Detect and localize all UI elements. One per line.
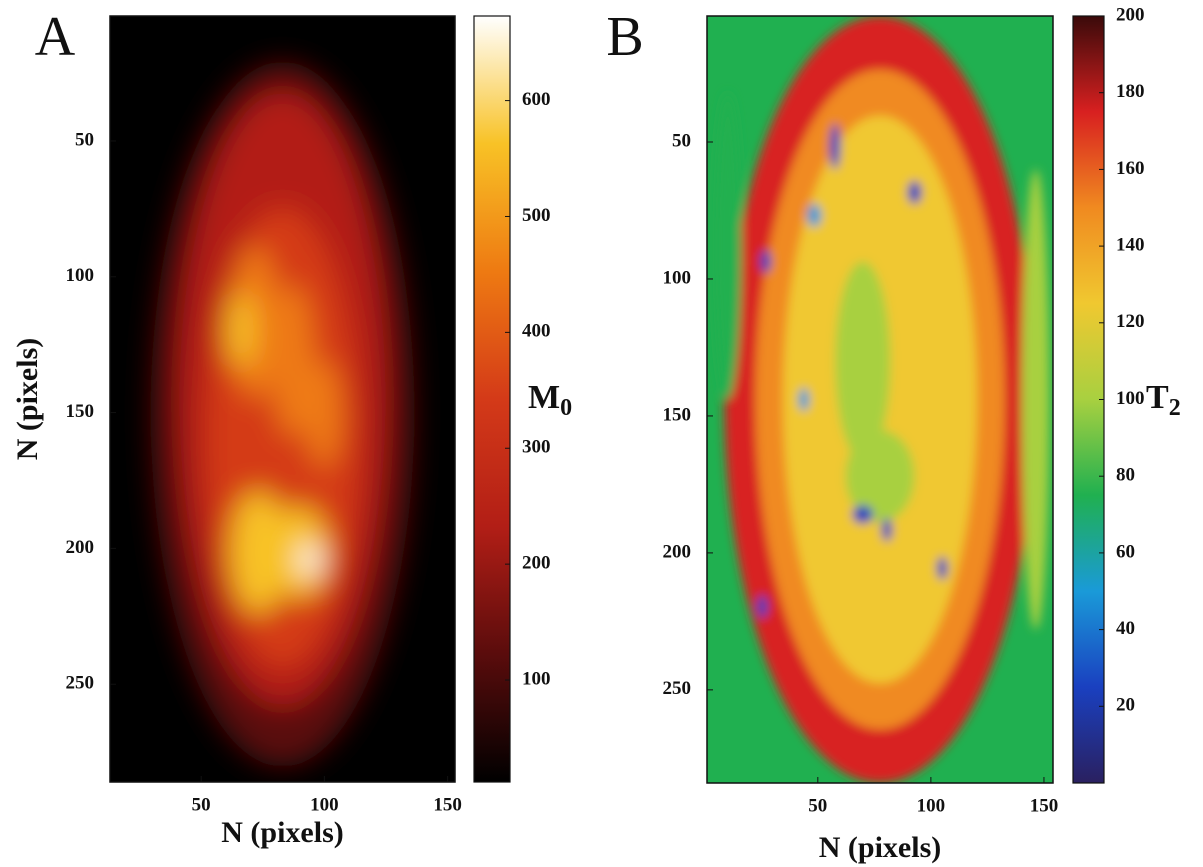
heatmap-region <box>272 506 328 599</box>
colorbar-label: M0 <box>528 379 572 421</box>
heatmap-region <box>907 180 922 204</box>
colorbar-tick-label: 100 <box>1116 388 1145 409</box>
colorbar-tick-label: 500 <box>522 205 551 226</box>
heatmap-region <box>845 430 915 523</box>
y-tick-label: 200 <box>66 537 95 558</box>
colorbar-tick-label: 40 <box>1116 618 1135 639</box>
y-tick-label: 50 <box>75 129 94 150</box>
heatmap-region <box>757 595 768 619</box>
colorbar-tick-label: 20 <box>1116 695 1135 716</box>
heatmap-region <box>306 360 342 468</box>
x-tick-label: 50 <box>808 795 827 816</box>
colorbar-label-main: T <box>1146 379 1169 416</box>
heatmap-region <box>835 261 891 461</box>
colorbar-tick-label: 60 <box>1116 541 1135 562</box>
colorbar-label-main: M <box>528 379 560 416</box>
y-tick-label: 100 <box>66 265 95 286</box>
heatmap-region <box>798 387 810 412</box>
heatmap-region <box>272 284 314 438</box>
x-axis-label: N (pixels) <box>221 816 344 849</box>
heatmap-region <box>881 518 893 542</box>
colorbar-tick-label: 200 <box>1116 4 1145 25</box>
colorbar-label-sub: 0 <box>560 395 572 421</box>
y-axis-label: N (pixels) <box>11 338 44 461</box>
panel-label: B <box>606 6 643 68</box>
x-tick-label: 50 <box>192 794 211 815</box>
colorbar-tick-label: 400 <box>522 321 551 342</box>
y-tick-label: 250 <box>663 678 692 699</box>
colorbar-tick-label: 120 <box>1116 311 1145 332</box>
x-axis-label: N (pixels) <box>819 831 942 864</box>
panel-label: A <box>35 6 76 68</box>
plot-frame <box>109 15 456 783</box>
colorbar-tick-label: 180 <box>1116 81 1145 102</box>
y-tick-label: 50 <box>672 130 691 151</box>
heatmap-region <box>760 249 772 273</box>
colorbar <box>473 15 511 783</box>
colorbar-tick-label: 200 <box>522 552 551 573</box>
heatmap-region <box>299 544 321 576</box>
x-tick-label: 100 <box>917 795 946 816</box>
heatmap <box>707 16 1053 783</box>
heatmap-field <box>151 61 414 767</box>
colorbar-tick-label: 140 <box>1116 234 1145 255</box>
y-tick-label: 250 <box>66 673 95 694</box>
heatmap-region <box>937 556 948 580</box>
heatmap-region <box>807 203 822 227</box>
y-tick-label: 100 <box>663 267 692 288</box>
plot-frame <box>706 15 1054 784</box>
y-tick-label: 200 <box>663 541 692 562</box>
heatmap-region <box>713 92 742 400</box>
colorbar-tick-label: 160 <box>1116 158 1145 179</box>
colorbar-label-sub: 2 <box>1169 395 1181 421</box>
heatmap-region <box>1021 169 1050 630</box>
heatmap-region <box>230 490 286 614</box>
heatmap <box>110 16 455 782</box>
colorbar-tick-label: 300 <box>522 437 551 458</box>
colorbar-label: T2 <box>1146 379 1181 421</box>
heatmap-field <box>713 16 1050 783</box>
x-tick-label: 100 <box>310 794 339 815</box>
colorbar <box>1072 15 1105 784</box>
heatmap-region <box>852 505 874 524</box>
y-tick-label: 150 <box>66 401 95 422</box>
colorbar-tick-label: 100 <box>522 668 551 689</box>
colorbar-tick-label: 80 <box>1116 465 1135 486</box>
x-tick-label: 150 <box>1030 795 1059 816</box>
x-tick-label: 150 <box>433 794 462 815</box>
y-tick-label: 150 <box>663 404 692 425</box>
heatmap-region <box>227 291 255 369</box>
colorbar-tick-label: 600 <box>522 89 551 110</box>
heatmap-region <box>829 123 841 170</box>
